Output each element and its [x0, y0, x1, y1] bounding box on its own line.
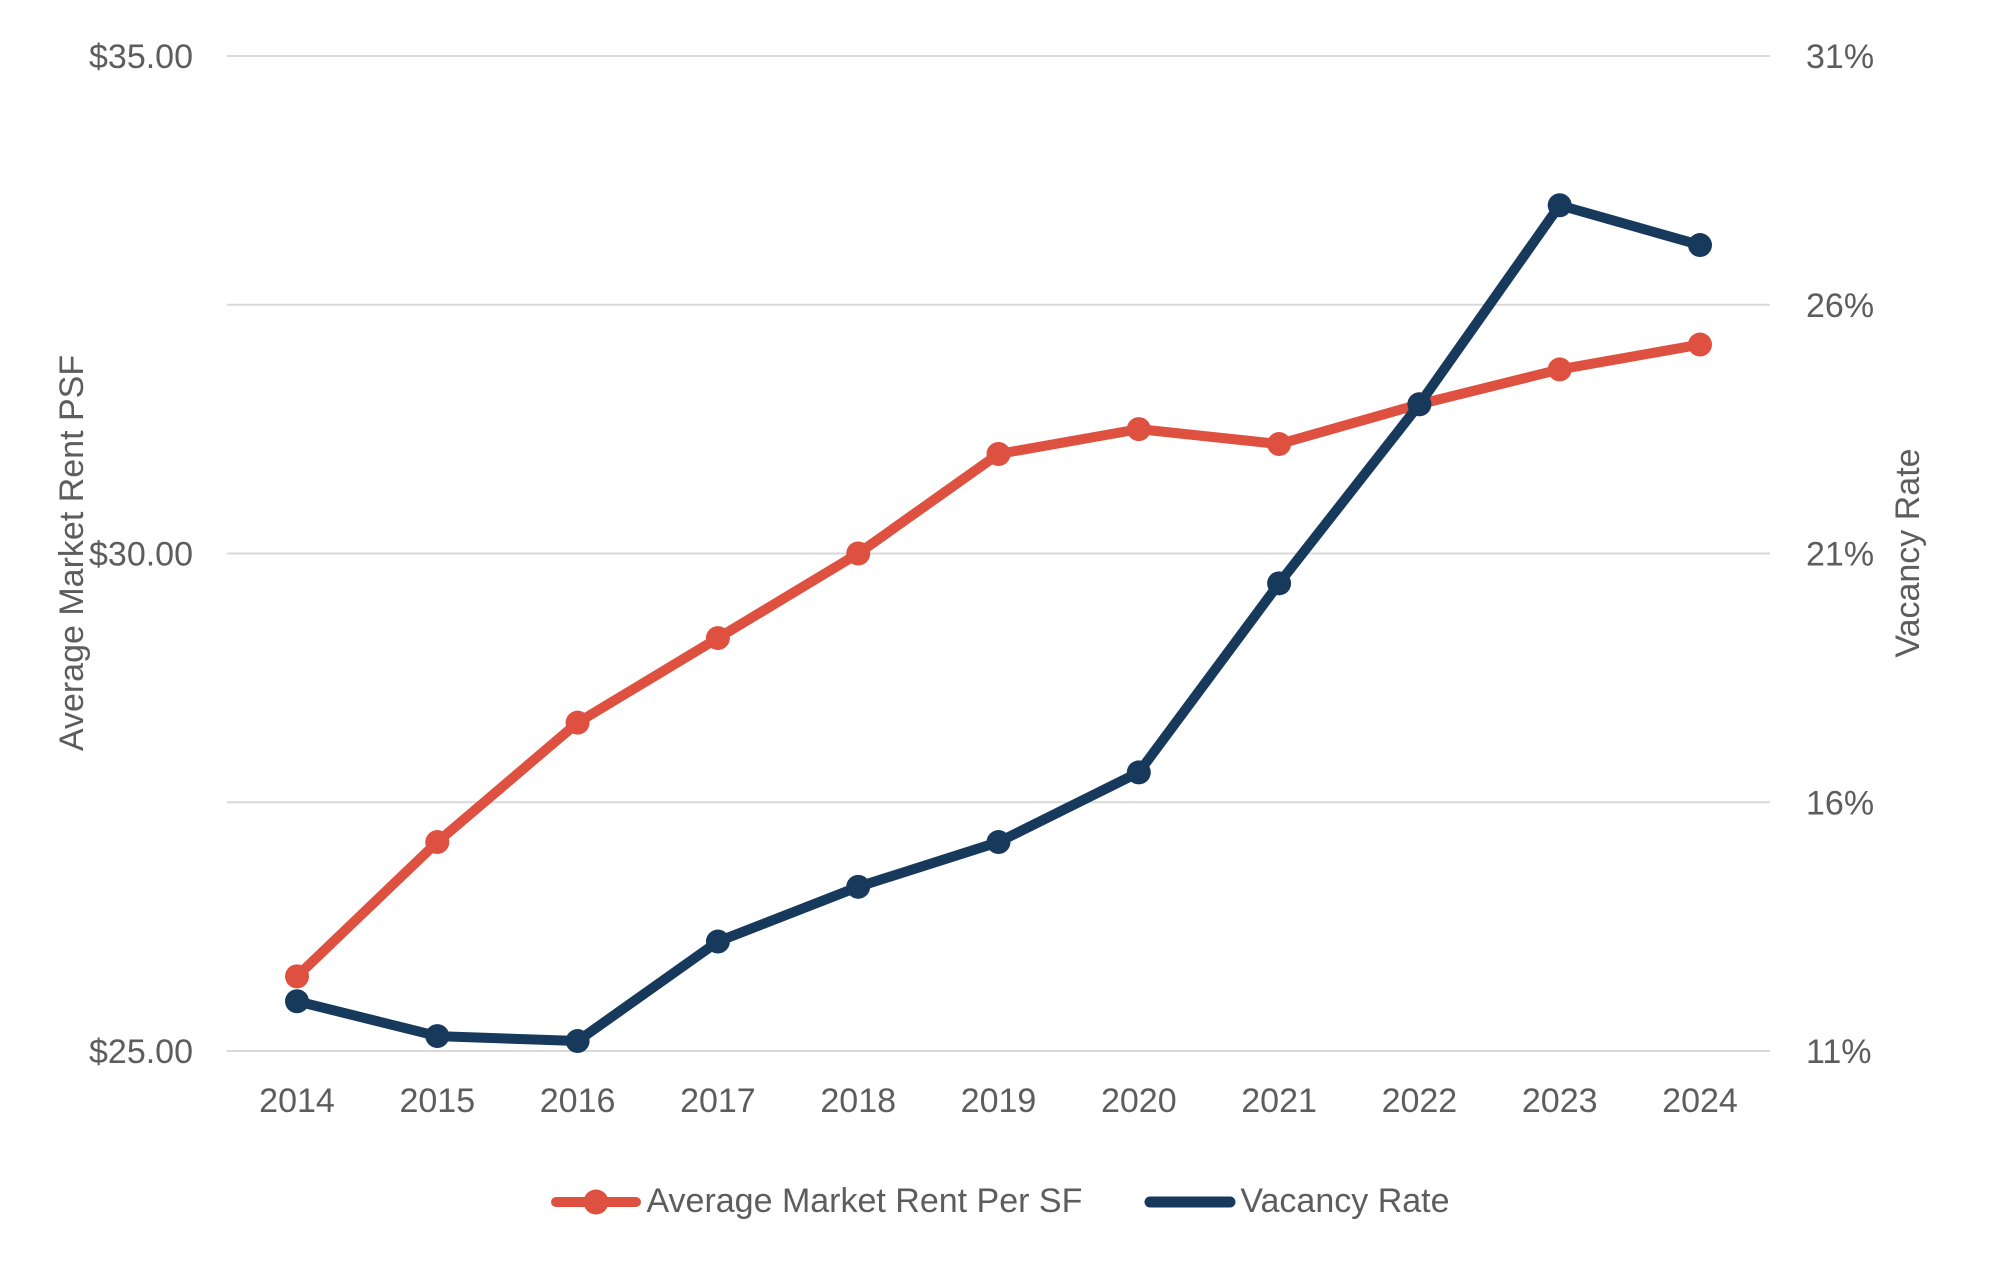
- right-axis-tick-label: 21%: [1806, 536, 1874, 574]
- rent-data-point: [1688, 332, 1712, 357]
- x-axis-tick-label: 2021: [1241, 1082, 1317, 1120]
- x-axis-tick-label: 2015: [399, 1082, 475, 1120]
- vacancy-data-point: [705, 929, 730, 954]
- right-axis-tick-label: 31%: [1806, 38, 1874, 76]
- legend-label-vacancy: Vacancy Rate: [1240, 1182, 1450, 1220]
- rent-data-point: [1547, 357, 1572, 382]
- right-axis-tick-label: 16%: [1806, 784, 1874, 822]
- vacancy-data-point: [1407, 392, 1432, 417]
- vacancy-data-point: [425, 1024, 450, 1049]
- legend-item-vacancy: Vacancy Rate: [1144, 1182, 1450, 1221]
- rent-data-point: [1126, 417, 1151, 442]
- rent-data-point: [705, 626, 730, 651]
- rent-legend-swatch-icon: [551, 1189, 642, 1214]
- rent-data-point: [846, 541, 871, 566]
- x-axis-tick-label: 2017: [680, 1082, 756, 1120]
- right-axis-tick-label: 11%: [1806, 1033, 1872, 1071]
- left-axis-tick-label: $30.00: [89, 536, 193, 574]
- x-axis-tick-label: 2018: [820, 1082, 896, 1120]
- x-axis-tick-label: 2023: [1522, 1082, 1598, 1120]
- x-axis-tick-label: 2024: [1662, 1082, 1738, 1120]
- left-axis-tick-label: $25.00: [89, 1033, 193, 1071]
- legend-item-rent: Average Market Rent Per SF: [550, 1182, 1082, 1221]
- legend: Average Market Rent Per SF Vacancy Rate: [0, 1182, 2000, 1221]
- vacancy-data-point: [1688, 233, 1712, 258]
- x-axis-tick-label: 2022: [1382, 1082, 1458, 1120]
- legend-label-rent: Average Market Rent Per SF: [646, 1182, 1083, 1220]
- rent-data-point: [1267, 432, 1292, 457]
- vacancy-data-point: [1126, 760, 1151, 785]
- vacancy-data-point: [285, 989, 309, 1014]
- vacancy-data-point: [1267, 571, 1292, 596]
- rent-data-point: [285, 964, 309, 989]
- x-axis-tick-label: 2016: [540, 1082, 616, 1120]
- x-axis-tick-label: 2019: [961, 1082, 1037, 1120]
- left-axis-title: Average Market Rent PSF: [53, 354, 91, 752]
- right-axis-tick-label: 26%: [1806, 287, 1874, 325]
- vacancy-data-point: [986, 830, 1011, 855]
- x-axis-tick-label: 2020: [1101, 1082, 1177, 1120]
- vacancy-data-point: [1547, 193, 1572, 218]
- vacancy-series-line: [292, 200, 1705, 1047]
- vacancy-data-point: [565, 1029, 590, 1054]
- right-axis-title: Vacancy Rate: [1889, 448, 1927, 658]
- vacancy-legend-swatch-icon: [1144, 1196, 1236, 1207]
- rent-data-point: [425, 830, 450, 855]
- x-axis-tick-label: 2014: [259, 1082, 335, 1120]
- left-axis-tick-label: $35.00: [89, 38, 193, 76]
- rent-data-point: [986, 442, 1011, 466]
- vacancy-data-point: [846, 874, 871, 899]
- rent-data-point: [565, 710, 590, 735]
- rent-series-line: [292, 339, 1705, 982]
